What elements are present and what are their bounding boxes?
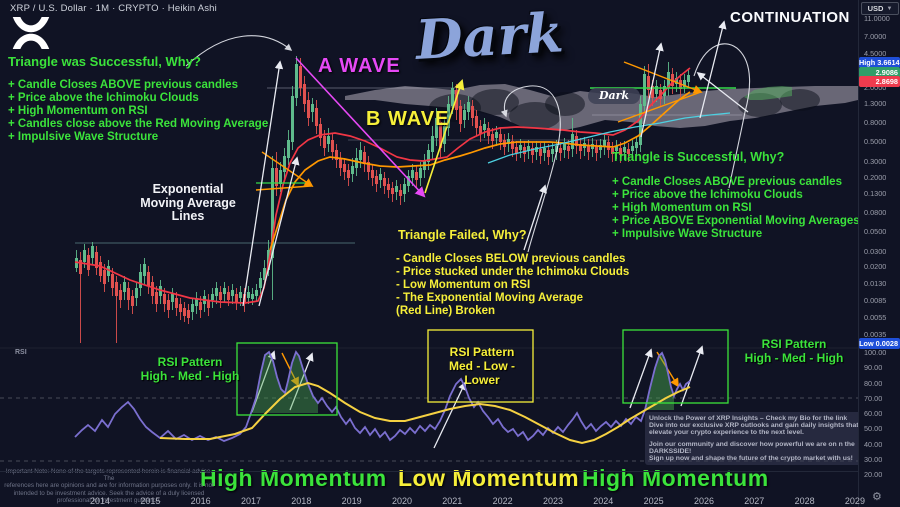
time-axis-year: 2022 [492,496,513,506]
price-axis-label: 0.0200 [864,262,887,271]
price-axis-label: 0.0130 [864,279,887,288]
price-axis-label: 0.0035 [864,330,887,339]
time-axis-year: 2029 [844,496,865,506]
price-axis-label: 0.3000 [864,157,887,166]
time-axis-year: 2018 [291,496,312,506]
price-close-green-tag: 2.9086 [859,67,900,78]
momentum-label-1: High Momentum [200,465,387,491]
symbol-title: XRP / U.S. Dollar · 1M · CRYPTO · Heikin… [10,3,217,14]
price-axis-label: 0.2000 [864,173,887,182]
price-axis-label: 0.0055 [864,313,887,322]
price-axis[interactable]: 11.0000 7.0000 4.5000 2.0000 1.3000 0.8000 0.5… [858,0,900,507]
rsi-axis-label: 70.00 [864,394,883,403]
time-axis-year: 2019 [341,496,362,506]
time-axis-year: 2023 [542,496,563,506]
time-axis-year: 2014 [89,496,111,506]
rsi-pane-label: RSI [15,349,27,356]
price-axis-label: 0.0300 [864,247,887,256]
price-axis-label: 11.0000 [864,14,890,23]
annotation-right-success-title: Triangle is Successful, Why? [612,150,785,164]
currency-label: USD [867,4,884,13]
price-axis-label: 2.0000 [864,83,887,92]
rsi-pattern-mid-label: RSI Pattern Med - Low - Lower [449,345,515,387]
price-axis-label: 0.1300 [864,189,887,198]
time-axis-year: 2015 [140,496,161,506]
price-axis-label: 4.5000 [864,49,887,58]
time-axis-year: 2016 [190,496,211,506]
time-axis-year: 2017 [240,496,261,506]
continuation-label: CONTINUATION [730,9,850,26]
price-axis-label: 0.8000 [864,118,887,127]
price-axis-label: 0.0800 [864,208,887,217]
time-axis-year: 2021 [442,496,463,506]
price-axis-label: 7.0000 [864,32,887,41]
time-axis-year: 2026 [693,496,714,506]
price-axis-label: 0.5000 [864,137,887,146]
rsi-axis-label: 80.00 [864,379,883,388]
time-axis-year: 2020 [391,496,412,506]
time-axis-year: 2025 [643,496,664,506]
annotation-left-success-title: Triangle was Successful, Why? [8,54,201,69]
time-axis-year: 2024 [593,496,614,506]
momentum-label-3: High Momentum [582,465,769,491]
rsi-axis-label: 90.00 [864,363,883,372]
annotation-left-success-bullets: + Candle Closes ABOVE previous candles + … [8,79,269,143]
price-axis-label: 0.0500 [864,227,887,236]
rsi-axis-label: 30.00 [864,455,883,464]
annotation-right-success-bullets: + Candle Closes ABOVE previous candles + … [612,176,860,240]
xrp-logo-icon [12,16,50,55]
time-axis[interactable]: 2014 2015 2016 2017 2018 2019 2020 2021 2022 2023… [0,471,865,507]
rsi-pattern-left-label: RSI Pattern High - Med - High [140,355,240,383]
rsi-axis-label: 20.00 [864,470,883,479]
rsi-axis-label: 50.00 [864,424,883,433]
rsi-axis-label: 40.00 [864,440,883,449]
dark-mini-watermark: Dark [588,88,640,104]
price-axis-label: 0.0085 [864,296,887,305]
dark-watermark-title: Dark [414,0,565,72]
price-high-tag: High 3.6614 [859,57,900,68]
price-close-red-tag: 2.8698 [859,76,900,87]
time-axis-year: 2028 [794,496,815,506]
momentum-label-2: Low Momentum [398,465,580,491]
a-wave-label: A WAVE [318,55,401,77]
settings-gear-icon[interactable]: ⚙ [872,491,882,503]
b-wave-label: B WAVE [366,108,450,130]
promo-watermark-text: Unlock the Power of XRP Insights – Check… [645,412,861,466]
ema-lines-label: Exponential Moving Average Lines [140,182,236,223]
time-axis-year: 2027 [744,496,765,506]
currency-dropdown-button[interactable]: USD ▼ [861,2,899,15]
annotation-failed-title: Triangle Failed, Why? [398,228,527,242]
rsi-axis-label: 60.00 [864,409,883,418]
rsi-pattern-right-label: RSI Pattern High - Med - High [744,337,844,365]
rsi-axis-label: 100.00 [864,348,887,357]
annotation-failed-bullets: - Candle Closes BELOW previous candles - … [396,253,630,317]
chevron-down-icon: ▼ [886,5,893,12]
price-axis-label: 1.3000 [864,99,887,108]
price-low-tag: Low 0.0028 [859,338,900,349]
